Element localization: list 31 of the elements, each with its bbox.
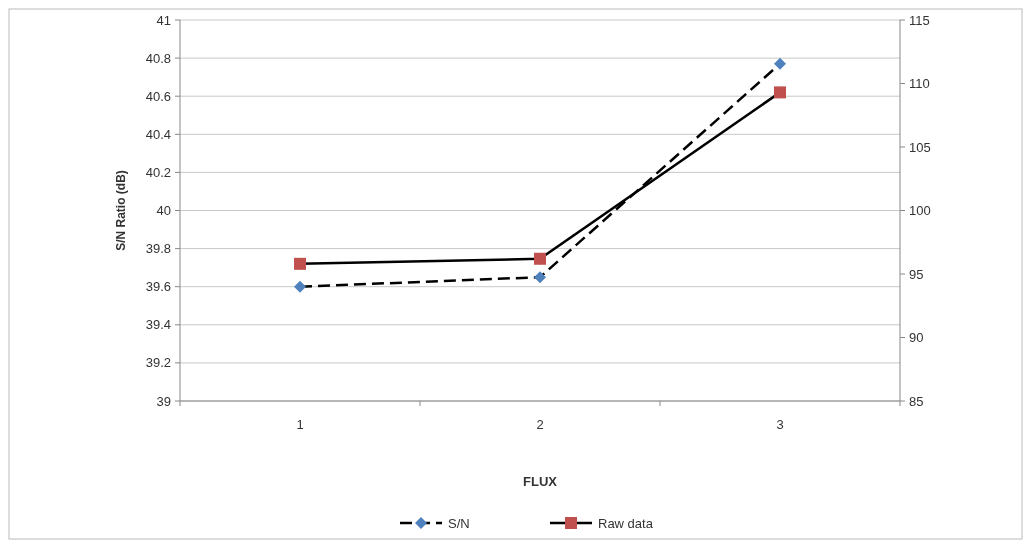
- point: [774, 86, 786, 99]
- y-tick-label: 41: [156, 12, 171, 28]
- x-tick-label: 2: [536, 417, 544, 432]
- y-tick-label: 40.4: [145, 126, 171, 142]
- x-tick-label: 3: [776, 417, 784, 432]
- y-tick-label: 40.8: [145, 50, 171, 66]
- y2-tick-label: 95: [909, 266, 924, 282]
- y-tick-label: 39.8: [145, 241, 171, 257]
- point: [294, 280, 306, 293]
- y2-tick-label: 115: [909, 12, 930, 28]
- y-tick-label: 39.4: [145, 317, 171, 333]
- y-tick-label: 40: [156, 203, 171, 219]
- y-tick-label: 40.2: [145, 164, 171, 180]
- point: [294, 257, 306, 270]
- legend-label: Raw data: [598, 515, 654, 531]
- x-axis-title: FLUX: [523, 474, 558, 489]
- x-tick-label: 1: [296, 417, 304, 432]
- point: [774, 57, 786, 70]
- y2-tick-label: 90: [909, 330, 924, 346]
- y-tick-label: 40.6: [145, 88, 171, 104]
- point: [534, 271, 546, 284]
- y-tick-label: 39.6: [145, 279, 171, 295]
- y2-tick-label: 85: [909, 393, 924, 409]
- y-tick-label: 39.2: [145, 355, 171, 371]
- y2-tick-label: 100: [909, 203, 931, 219]
- y2-tick-label: 110: [909, 76, 930, 92]
- y-axis-title: S/N Ratio (dB): [114, 170, 128, 251]
- y2-tick-label: 105: [909, 139, 931, 155]
- legend-label: S/N: [448, 515, 470, 531]
- y-tick-label: 39: [156, 393, 171, 409]
- point: [534, 252, 546, 265]
